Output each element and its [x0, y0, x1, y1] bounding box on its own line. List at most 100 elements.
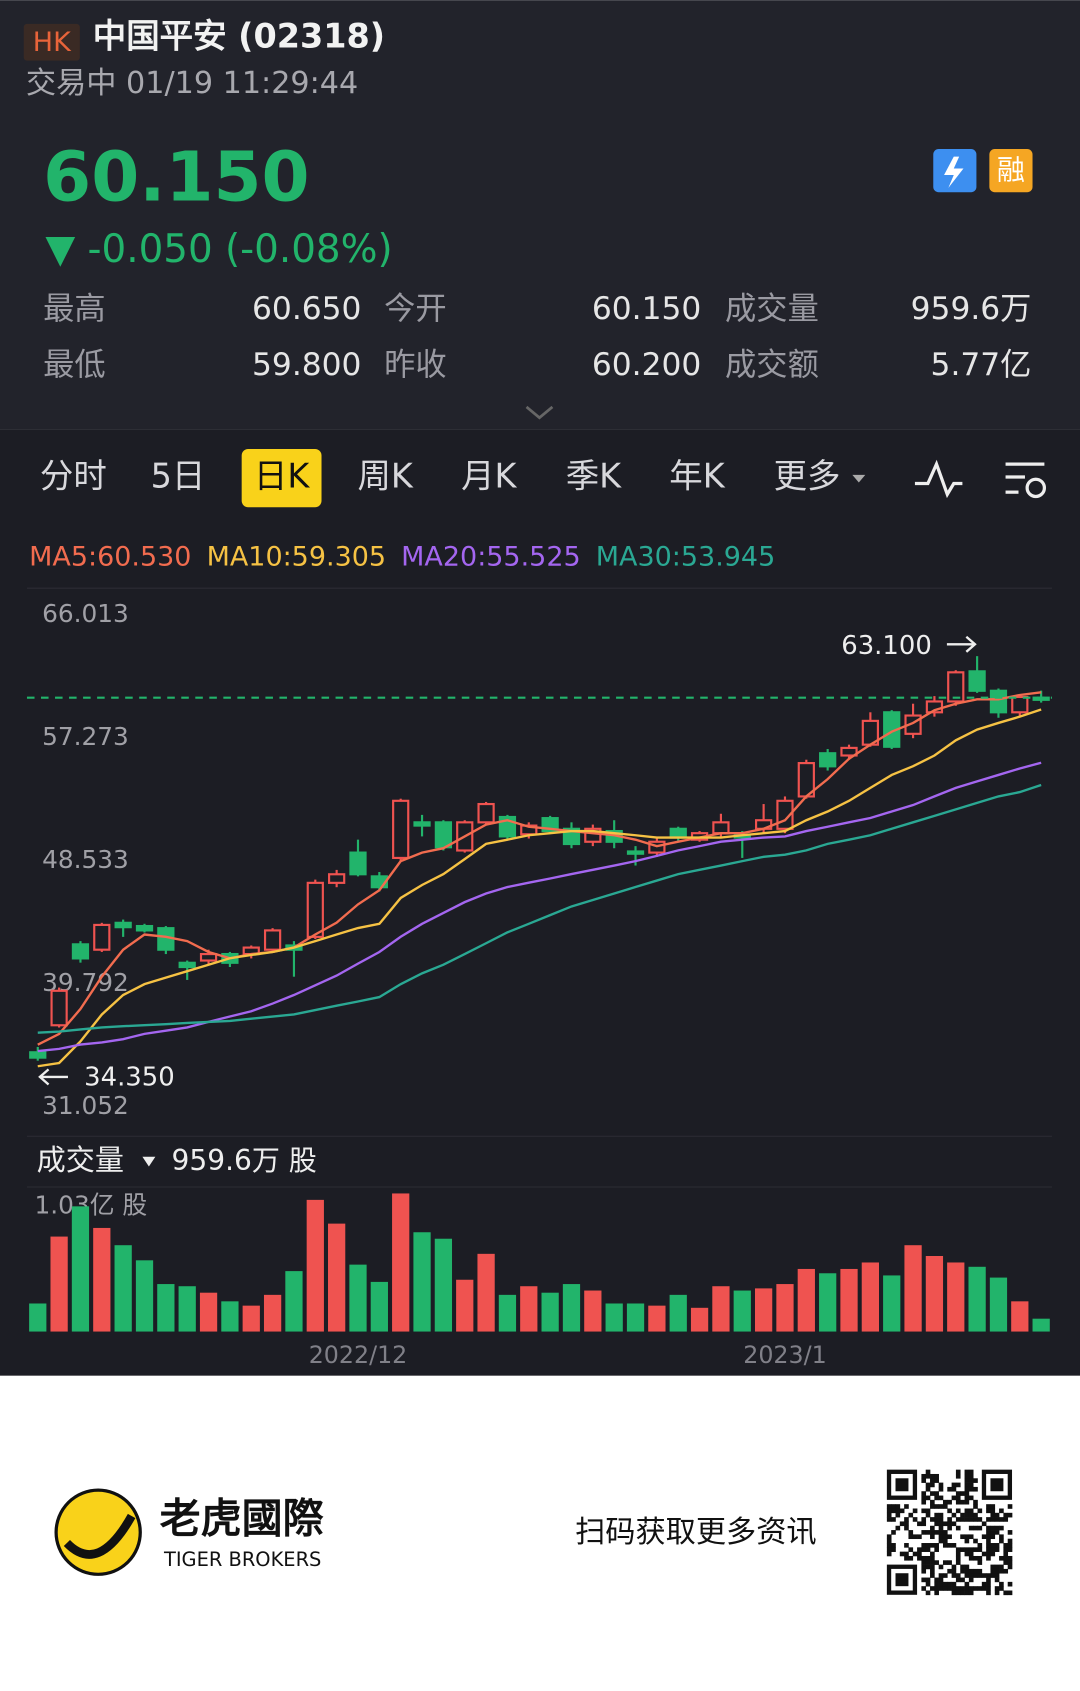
- legend-entry: MA30:53.945: [596, 541, 776, 572]
- qr-cell: [1007, 1581, 1013, 1587]
- qr-cell: [968, 1469, 974, 1475]
- qr-cell: [955, 1525, 961, 1531]
- qr-cell: [977, 1555, 983, 1561]
- tab[interactable]: 季K: [566, 457, 622, 496]
- tab[interactable]: 更多: [774, 457, 841, 496]
- qr-cell: [981, 1534, 987, 1540]
- candle-body: [178, 961, 196, 969]
- qr-cell: [886, 1551, 892, 1557]
- qr-cell: [891, 1547, 896, 1552]
- qr-cell: [1007, 1538, 1013, 1544]
- volume-bar: [626, 1303, 645, 1332]
- qr-cell: [973, 1538, 978, 1544]
- qr-cell: [994, 1568, 1000, 1574]
- expand[interactable]: [525, 405, 554, 420]
- qr-cell: [955, 1491, 961, 1496]
- qr-cell: [1003, 1560, 1009, 1565]
- candle-body: [434, 821, 453, 849]
- stat-label: 今开: [384, 291, 447, 327]
- qr-cell: [981, 1573, 987, 1578]
- qr-cell: [977, 1547, 983, 1552]
- qr-cell: [904, 1551, 909, 1557]
- tab[interactable]: 分时: [40, 457, 107, 496]
- volume-bar: [413, 1232, 431, 1332]
- qr-cell: [921, 1508, 927, 1514]
- qr-cell: [947, 1568, 952, 1574]
- qr-cell: [904, 1521, 909, 1527]
- qr-cell: [990, 1504, 996, 1509]
- market-badge: [23, 23, 80, 61]
- qr-cell: [921, 1491, 927, 1496]
- settings-icon[interactable]: [1005, 462, 1047, 499]
- qr-cell: [977, 1573, 983, 1578]
- tab[interactable]: 日K: [254, 457, 310, 496]
- qr-cell: [921, 1495, 927, 1501]
- qr-cell: [968, 1486, 974, 1492]
- qr-cell: [904, 1543, 909, 1548]
- qr-cell: [947, 1486, 952, 1492]
- qr-cell: [934, 1473, 939, 1479]
- qr-cell: [951, 1573, 957, 1578]
- qr-cell: [930, 1551, 935, 1557]
- tab[interactable]: 周K: [357, 457, 413, 496]
- qr-cell: [951, 1521, 957, 1527]
- qr-cell: [912, 1508, 918, 1514]
- qr-cell: [895, 1508, 901, 1514]
- volume-bar: [776, 1284, 794, 1332]
- qr-cell: [899, 1508, 905, 1514]
- qr-cell: [999, 1525, 1004, 1531]
- price: 60.150: [43, 137, 309, 217]
- qr-cell: [999, 1581, 1004, 1587]
- qr-cell: [964, 1568, 970, 1574]
- qr-cell: [921, 1473, 927, 1479]
- volume-bar: [135, 1260, 154, 1332]
- volume-dropdown[interactable]: [142, 1156, 156, 1167]
- qr-cell: [986, 1517, 991, 1522]
- qr-cell: [999, 1555, 1004, 1561]
- qr-cell: [968, 1473, 974, 1479]
- y-tick-label: 31.052: [42, 1091, 129, 1120]
- indicator-icon[interactable]: [914, 459, 963, 499]
- qr-cell: [951, 1590, 957, 1596]
- qr-cell: [960, 1568, 965, 1574]
- qr-cell: [986, 1586, 991, 1591]
- qr-cell: [921, 1517, 927, 1522]
- tab[interactable]: 5日: [151, 457, 206, 496]
- qr-cell: [964, 1517, 970, 1522]
- qr-cell: [990, 1543, 996, 1548]
- annotation-arrow: [38, 1068, 68, 1086]
- qr-cell: [930, 1560, 935, 1565]
- slogan: 扫码获取更多资讯: [575, 1515, 817, 1550]
- tab[interactable]: 年K: [669, 457, 725, 496]
- qr-cell: [930, 1543, 935, 1548]
- icon-circle: [1025, 477, 1047, 499]
- qr-cell: [930, 1568, 935, 1574]
- qr-cell: [994, 1590, 1000, 1596]
- qr-cell: [964, 1581, 970, 1587]
- qr-cell: [895, 1504, 901, 1509]
- qr-cell: [930, 1530, 935, 1535]
- qr-cell: [986, 1551, 991, 1557]
- qr-cell: [964, 1469, 970, 1475]
- y-tick-label: 66.013: [42, 599, 129, 628]
- qr-cell: [886, 1543, 892, 1548]
- volume-bar: [904, 1245, 922, 1332]
- volume-bar: [328, 1223, 346, 1332]
- qr-cell: [904, 1525, 909, 1531]
- qr-cell: [955, 1573, 961, 1578]
- candle-body: [392, 799, 410, 860]
- qr-cell: [955, 1586, 961, 1591]
- qr-cell: [986, 1508, 991, 1514]
- qr-cell: [925, 1564, 931, 1570]
- qr-cell: [973, 1512, 978, 1518]
- brand-en: TIGER BROKERS: [163, 1548, 321, 1571]
- volume-bar: [50, 1236, 68, 1332]
- qr-cell: [925, 1547, 931, 1552]
- volume-bar: [477, 1253, 495, 1332]
- qr-cell: [942, 1530, 948, 1535]
- qr-cell: [891, 1543, 896, 1548]
- qr-cell: [977, 1586, 983, 1591]
- qr-cell: [968, 1590, 974, 1596]
- tab[interactable]: 月K: [461, 457, 517, 496]
- qr-cell: [938, 1504, 944, 1509]
